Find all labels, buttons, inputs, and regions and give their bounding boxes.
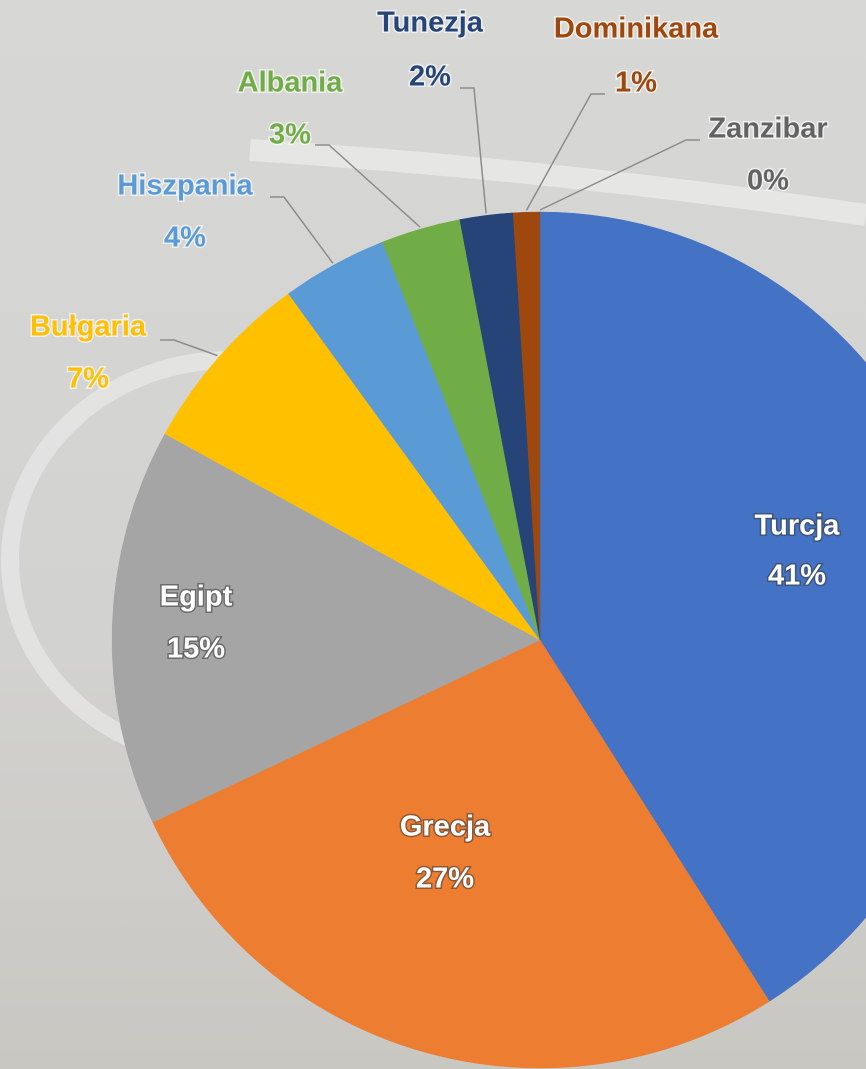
slice-label: Dominikana [554,13,719,45]
slice-label: Egipt [160,581,233,613]
leader-line [539,139,700,211]
leader-line [315,144,421,228]
slice-label: Tunezja [377,7,484,39]
slice-label: Zanzibar [708,113,827,145]
leader-line [270,196,334,264]
slice-value-label: 7% [67,363,109,395]
slice-label: Turcja [755,510,841,542]
leader-line [460,87,487,214]
slice-value-label: 41% [768,560,826,592]
slice-value-label: 15% [167,633,225,665]
slice-value-label: 27% [416,863,474,895]
slice-value-label: 3% [269,119,311,151]
pie-slice [152,639,770,1069]
slice-label: Grecja [400,811,491,843]
background-stripe [249,139,866,226]
pie-slice [164,293,541,641]
leader-line [160,339,218,357]
slice-label: Bułgaria [30,311,147,343]
slice-value-label: 4% [164,222,206,254]
slice-value-label: 0% [747,165,789,197]
slice-value-label: 1% [615,67,657,99]
pie-slice [539,211,866,1002]
slice-value-label: 2% [409,61,451,93]
slice-label: Hiszpania [117,170,253,202]
pie-slice [111,433,541,823]
leader-line [525,93,605,211]
slice-label: Albania [238,67,344,99]
